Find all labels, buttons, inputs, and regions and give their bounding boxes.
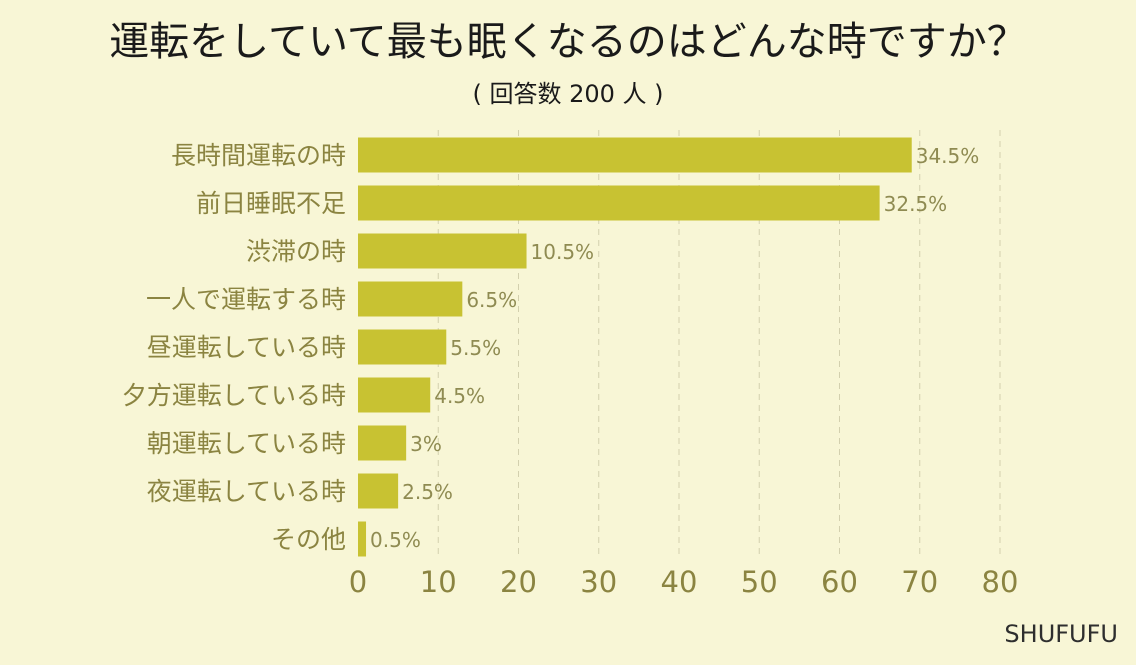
- bar: [358, 233, 527, 269]
- x-tick-label: 70: [901, 565, 938, 599]
- category-label: 長時間運転の時: [171, 141, 346, 170]
- category-label: 夕方運転している時: [122, 381, 346, 410]
- bar: [358, 473, 399, 509]
- data-label: 2.5%: [402, 480, 453, 504]
- category-label: 一人で運転する時: [146, 285, 346, 314]
- x-tick-label: 60: [821, 565, 858, 599]
- x-tick-label: 40: [661, 565, 698, 599]
- data-label: 3%: [410, 432, 442, 456]
- bar: [358, 137, 912, 173]
- data-label: 34.5%: [916, 144, 980, 168]
- bars: [358, 137, 912, 557]
- category-label: 昼運転している時: [147, 333, 346, 362]
- category-label: その他: [271, 525, 346, 554]
- data-label: 5.5%: [450, 336, 501, 360]
- data-labels: 34.5% 32.5% 10.5% 6.5% 5.5% 4.5% 3% 2.5% 0.5%: [370, 144, 979, 552]
- x-tick-label: 30: [580, 565, 617, 599]
- bar: [358, 425, 407, 461]
- x-tick-label: 50: [741, 565, 778, 599]
- chart-title: 運転をしていて最も眠くなるのはどんな時ですか？: [109, 19, 1027, 65]
- x-axis-ticks: 0 10 20 30 40 50 60 70 80: [349, 565, 1019, 599]
- x-tick-label: 10: [420, 565, 457, 599]
- category-label: 前日睡眠不足: [196, 189, 346, 218]
- x-tick-label: 0: [349, 565, 367, 599]
- data-label: 0.5%: [370, 528, 421, 552]
- data-label: 10.5%: [531, 240, 595, 264]
- bar: [358, 281, 463, 317]
- bar: [358, 185, 880, 221]
- data-label: 32.5%: [884, 192, 948, 216]
- data-label: 4.5%: [434, 384, 485, 408]
- category-label: 渋滞の時: [246, 237, 346, 266]
- category-labels: 長時間運転の時前日睡眠不足渋滞の時一人で運転する時昼運転している時夕方運転してい…: [122, 141, 346, 554]
- bar: [358, 329, 447, 365]
- chart-subtitle: ( 回答数 200 人 ): [472, 80, 663, 108]
- bar: [358, 521, 367, 557]
- category-label: 朝運転している時: [147, 429, 346, 458]
- x-tick-label: 80: [982, 565, 1019, 599]
- category-label: 夜運転している時: [147, 477, 346, 506]
- brand-watermark: SHUFUFU: [1004, 620, 1118, 648]
- data-label: 6.5%: [466, 288, 517, 312]
- plot-area: 長時間運転の時前日睡眠不足渋滞の時一人で運転する時昼運転している時夕方運転してい…: [122, 130, 1019, 599]
- x-tick-label: 20: [500, 565, 537, 599]
- bar: [358, 377, 431, 413]
